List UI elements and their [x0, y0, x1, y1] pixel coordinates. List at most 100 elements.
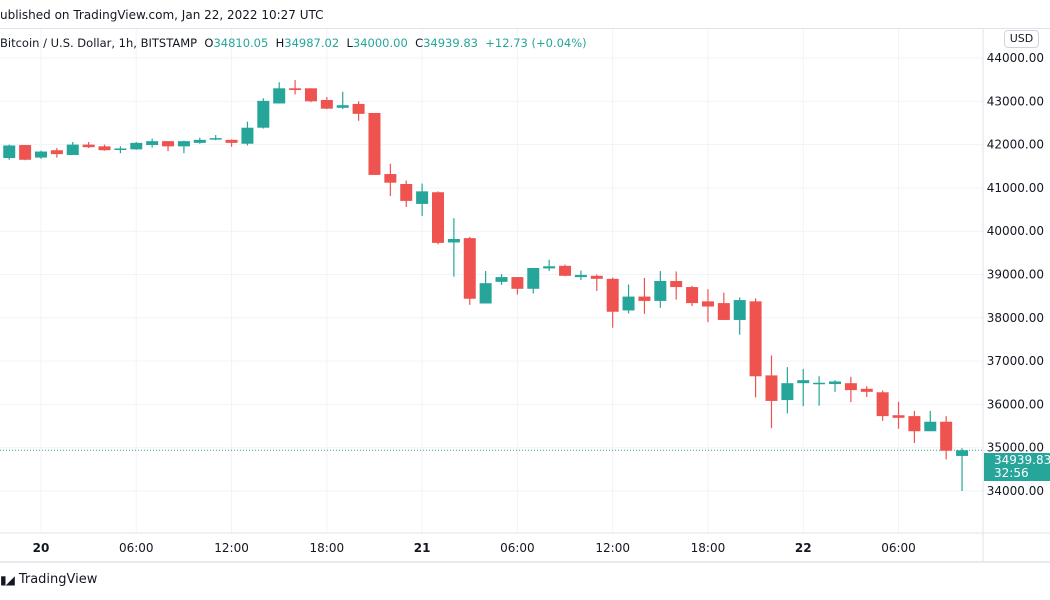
- close-label: C: [415, 36, 424, 50]
- candle-down: [717, 292, 730, 320]
- candle-down: [686, 285, 699, 307]
- candle-up: [527, 268, 540, 294]
- footer-brand[interactable]: ▮◢ TradingView: [0, 572, 97, 587]
- candle-body: [432, 192, 444, 243]
- candle-body: [241, 127, 254, 144]
- candle-body: [892, 415, 905, 418]
- price-tick-label: 39000.00: [987, 268, 1044, 282]
- candle-up: [35, 150, 47, 159]
- candle-body: [765, 375, 778, 401]
- candle-up: [479, 271, 492, 304]
- candle-down: [876, 390, 889, 421]
- candle-down: [908, 410, 921, 443]
- candle-body: [670, 280, 683, 288]
- candle-down: [463, 236, 476, 305]
- time-tick-label: 12:00: [214, 541, 249, 555]
- candle-up: [130, 142, 143, 150]
- brand-name: TradingView: [18, 572, 98, 587]
- candle-down: [50, 148, 63, 158]
- candle-body: [543, 266, 556, 269]
- candle-body: [574, 274, 587, 278]
- candle-body: [416, 191, 429, 204]
- candle-body: [368, 112, 381, 175]
- candle-down: [892, 401, 905, 429]
- candle-up: [924, 410, 937, 432]
- candle-up: [574, 270, 587, 281]
- candle-down: [606, 277, 619, 328]
- candle-down: [289, 80, 302, 95]
- time-tick-label: 18:00: [310, 541, 345, 555]
- candle-up: [3, 144, 16, 160]
- bar-countdown: 32:56: [994, 466, 1029, 480]
- candle-up: [829, 380, 841, 392]
- candle-down: [590, 274, 603, 291]
- candle-up: [193, 137, 206, 144]
- candle-body: [606, 278, 619, 312]
- candle-body: [686, 287, 699, 304]
- candle-down: [860, 386, 873, 398]
- candle-down: [82, 142, 95, 149]
- candle-body: [257, 100, 270, 128]
- candle-down: [19, 145, 32, 161]
- candle-body: [66, 144, 79, 155]
- candle-body: [35, 151, 47, 158]
- candle-body: [749, 301, 762, 377]
- candle-body: [320, 100, 333, 109]
- candle-down: [559, 264, 572, 277]
- candle-body: [98, 146, 111, 151]
- candle-body: [289, 88, 302, 91]
- candle-body: [733, 300, 746, 320]
- candle-body: [304, 88, 317, 102]
- time-tick-label: 22: [795, 541, 812, 555]
- candle-down: [384, 163, 397, 197]
- candle-up: [813, 376, 826, 406]
- candle-up: [447, 218, 460, 277]
- price-tick-label: 36000.00: [987, 397, 1044, 411]
- price-tick-label: 37000.00: [987, 354, 1044, 368]
- change-value: +12.73 (+0.04%): [485, 36, 587, 50]
- candle-down: [320, 96, 333, 110]
- time-tick-label: 20: [33, 541, 50, 555]
- time-tick-label: 18:00: [691, 541, 726, 555]
- price-tick-label: 34000.00: [987, 484, 1044, 498]
- symbol-legend: Bitcoin / U.S. Dollar, 1h, BITSTAMP O348…: [0, 36, 587, 50]
- candle-down: [432, 191, 444, 245]
- candle-body: [82, 144, 95, 148]
- high-value: 34987.02: [284, 36, 340, 50]
- candle-up: [177, 140, 190, 154]
- candle-down: [162, 141, 175, 152]
- candle-up: [66, 142, 79, 155]
- candle-body: [114, 148, 127, 150]
- candle-down: [701, 289, 714, 323]
- time-tick-label: 12:00: [595, 541, 630, 555]
- price-tick-label: 43000.00: [987, 94, 1044, 108]
- candle-down: [765, 355, 778, 429]
- candle-up: [543, 259, 556, 272]
- candle-body: [479, 283, 492, 304]
- candle-up: [336, 91, 349, 110]
- candle-body: [622, 296, 635, 311]
- candle-body: [717, 303, 730, 320]
- candle-body: [3, 145, 16, 159]
- candle-body: [19, 145, 32, 160]
- low-value: 34000.00: [352, 36, 408, 50]
- price-tick-label: 41000.00: [987, 181, 1044, 195]
- close-value: 34939.83: [423, 36, 478, 50]
- candle-up: [654, 271, 667, 308]
- candle-up: [273, 82, 286, 104]
- candle-body: [940, 421, 953, 451]
- candle-body: [384, 174, 397, 183]
- candle-body: [400, 184, 413, 201]
- candle-body: [924, 421, 937, 432]
- candle-up: [209, 135, 222, 141]
- candle-body: [844, 383, 857, 391]
- candle-down: [400, 180, 413, 207]
- time-tick-label: 06:00: [500, 541, 535, 555]
- candle-down: [940, 416, 953, 460]
- currency-button[interactable]: USD: [1004, 30, 1039, 48]
- candle-body: [146, 141, 159, 146]
- candle-up: [956, 448, 969, 491]
- candle-body: [860, 388, 873, 392]
- candle-body: [177, 141, 190, 147]
